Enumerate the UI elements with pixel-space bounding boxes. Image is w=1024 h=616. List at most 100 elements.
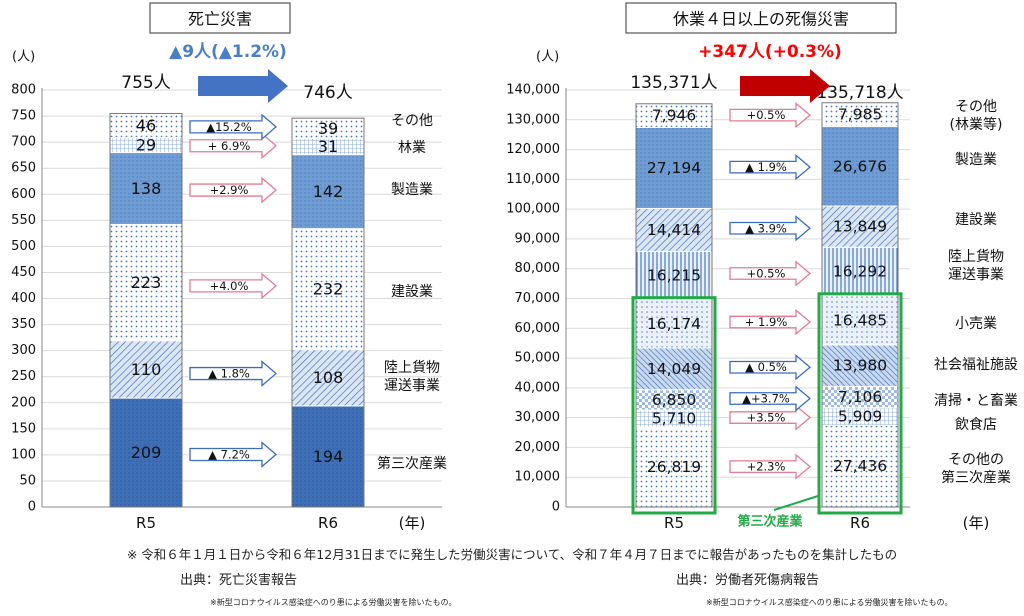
source-left: 出典：死亡災害報告 — [180, 573, 298, 588]
chart-0-bar-R6-1 — [291, 349, 365, 407]
chart-1-value-R6-5: 16,292 — [833, 263, 887, 281]
chart-1-change-label-5: +0.5% — [747, 267, 786, 281]
chart-0-change-arrow-0 — [189, 441, 277, 468]
chart-0-value-R5-5: 46 — [136, 116, 156, 135]
chart-1-ytick-6: 60,000 — [515, 321, 561, 336]
chart-0-legend-3-0: 製造業 — [391, 182, 433, 198]
footnote-covid-right: ※新型コロナウイルス感染症へのり患による労働災害を除いたもの。 — [706, 598, 953, 607]
chart-1-title: 休業４日以上の死傷災害 — [673, 10, 849, 29]
chart-1-change-label-0: +2.3% — [747, 460, 786, 474]
chart-1-legend-4-0: 小売業 — [955, 316, 997, 332]
chart-1-legend-8-1: (林業等) — [950, 116, 1003, 133]
chart-1-change-label-8: +0.5% — [747, 108, 786, 122]
chart-0-ytick-15: 750 — [11, 109, 36, 124]
chart-1-value-R6-4: 16,485 — [833, 311, 887, 329]
chart-0-change-label-3: +2.9% — [210, 183, 249, 197]
chart-0-ytick-13: 650 — [11, 161, 36, 176]
chart-0-value-R6-5: 39 — [318, 119, 338, 138]
chart-1-ytick-4: 40,000 — [515, 380, 561, 395]
chart-1-change-arrow-7 — [729, 153, 812, 181]
chart-0-change-label-1: ▲ 1.8% — [208, 367, 250, 381]
chart-1-group-frame-R5 — [631, 296, 717, 515]
chart-1-bar-R6-7 — [821, 126, 899, 207]
chart-0-xtick-R6: R6 — [318, 514, 338, 532]
chart-0-legend-1-0: 陸上貨物 — [384, 359, 440, 376]
chart-1-change-label-4: + 1.9% — [745, 315, 788, 329]
chart-0-ytick-2: 100 — [11, 447, 36, 462]
footnote-covid-left: ※新型コロナウイルス感染症へのり患による労働災害を除いたもの。 — [210, 598, 457, 607]
chart-1-change-label: +347人(+0.3%) — [698, 42, 842, 62]
chart-1-xtick-R6: R6 — [850, 514, 870, 532]
chart-0-ytick-3: 150 — [11, 421, 36, 436]
chart-0-ytick-5: 250 — [11, 369, 36, 384]
chart-1-value-R5-5: 16,215 — [647, 267, 701, 285]
chart-1-change-arrow-0 — [729, 453, 812, 480]
chart-0-ytick-14: 700 — [11, 135, 36, 150]
chart-1-value-R5-2: 6,850 — [652, 391, 696, 409]
chart-0-change-label-5: ▲15.2% — [206, 120, 251, 134]
chart-1-bar-R6-3 — [821, 344, 899, 388]
chart-1-legend-0-0: その他の — [948, 452, 1004, 468]
chart-1-value-R5-7: 27,194 — [647, 159, 701, 177]
chart-1-change-arrow-6 — [729, 215, 812, 242]
chart-1-change-label-7: ▲ 1.9% — [745, 160, 787, 174]
chart-1-value-R6-0: 27,436 — [833, 457, 887, 475]
chart-1-bar-R6-6 — [821, 205, 899, 248]
chart-0-ytick-16: 800 — [11, 83, 36, 98]
chart-1-ytick-10: 100,000 — [506, 202, 560, 217]
chart-1-ytick-2: 20,000 — [515, 440, 561, 455]
chart-1-change-label-3: ▲ 0.5% — [745, 360, 787, 374]
chart-0-change-label-4: + 6.9% — [208, 139, 251, 153]
chart-1-change-label-6: ▲ 3.9% — [745, 221, 787, 235]
chart-1-group-frame-R6 — [817, 292, 903, 515]
chart-1-bar-outline-R6 — [821, 102, 899, 508]
chart-0-bar-R6-2 — [291, 228, 365, 351]
chart-0-title-box — [149, 2, 291, 34]
footnote-period: ※ 令和６年１月１日から令和６年12月31日までに発生した労働災害について、令和… — [126, 547, 898, 562]
chart-0-bar-outline-R6 — [291, 117, 365, 508]
chart-1-value-R6-8: 7,985 — [838, 106, 882, 124]
chart-1-value-R5-1: 5,710 — [652, 410, 696, 428]
chart-1-change-arrow-2 — [729, 385, 812, 412]
chart-1-value-R5-8: 7,946 — [652, 107, 696, 125]
chart-0-ytick-10: 500 — [11, 239, 36, 254]
chart-1-change-label-1: +3.5% — [747, 411, 786, 425]
chart-1-legend-2-0: 清掃・と畜業 — [934, 392, 1018, 409]
chart-0-value-R6-2: 232 — [313, 280, 344, 299]
chart-0-legend-5-0: その他 — [391, 113, 433, 129]
chart-0-bar-outline-R5 — [109, 112, 183, 508]
chart-1-ytick-8: 80,000 — [515, 261, 561, 276]
chart-0-ytick-1: 50 — [19, 473, 36, 488]
chart-1-ytick-14: 140,000 — [506, 83, 560, 98]
chart-0-change-arrow-3 — [189, 176, 277, 204]
chart-0-ytick-7: 350 — [11, 317, 36, 332]
chart-0-change-arrow-1 — [189, 360, 277, 387]
chart-1-bar-R5-7 — [635, 126, 713, 209]
chart-1-value-R5-6: 14,414 — [647, 221, 701, 239]
chart-1-change-arrow-5 — [729, 260, 812, 287]
chart-0-value-R5-1: 110 — [131, 360, 162, 379]
chart-1-total-R5: 135,371人 — [630, 73, 717, 93]
chart-0-total-R6: 746人 — [303, 83, 352, 103]
chart-0-x-unit-label: (年) — [399, 514, 426, 532]
chart-0-change-label-0: ▲ 7.2% — [208, 447, 250, 461]
chart-1-group-label: 第三次産業 — [737, 514, 803, 530]
chart-0-legend-4-0: 林業 — [398, 140, 426, 156]
chart-1-total-R6: 135,718人 — [816, 83, 903, 103]
chart-0-bar-R6-3 — [291, 154, 365, 230]
chart-1-legend-7-0: 製造業 — [955, 152, 997, 168]
chart-1-legend-5-1: 運送事業 — [948, 267, 1004, 283]
chart-1-ytick-1: 10,000 — [515, 470, 561, 485]
chart-0-value-R6-4: 31 — [318, 137, 338, 156]
chart-1-unit-label: (人) — [536, 50, 559, 65]
chart-0-legend-0-0: 第三次産業 — [377, 455, 447, 472]
chart-1-legend-8-0: その他 — [955, 99, 997, 115]
chart-1-x-unit-label: (年) — [963, 514, 990, 532]
chart-0-value-R6-1: 108 — [313, 368, 344, 387]
chart-1-group-connector — [773, 495, 819, 511]
chart-0-total-change-arrow — [198, 69, 288, 103]
chart-0-bar-R5-2 — [109, 223, 183, 342]
chart-1-change-arrow-3 — [729, 354, 812, 381]
